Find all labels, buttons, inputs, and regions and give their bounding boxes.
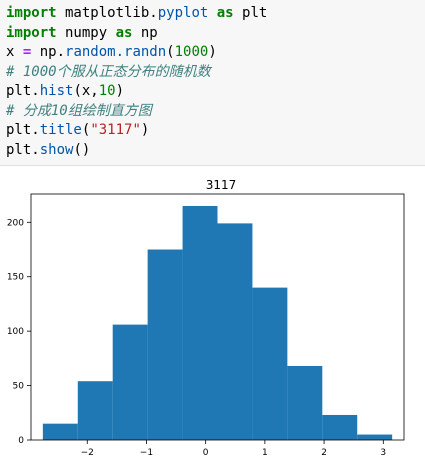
y-axis-ticks: 0 50 100 150 200	[7, 218, 31, 446]
alias-name: np	[132, 24, 158, 41]
code-line-6: # 分成10组绘制直方图	[6, 102, 425, 122]
paren: )	[208, 44, 217, 60]
y-tick-label: 0	[18, 436, 24, 446]
operator: =	[22, 44, 32, 60]
histogram-bar	[182, 205, 218, 440]
histogram-bar	[322, 414, 358, 440]
paren: )	[115, 83, 125, 99]
code-line-7: plt.title("3117")	[6, 121, 425, 141]
keyword: import	[6, 5, 57, 21]
comment: # 分成10组绘制直方图	[6, 102, 152, 119]
y-tick-label: 100	[7, 327, 24, 337]
histogram-bar	[77, 381, 113, 440]
code-line-8: plt.show()	[6, 141, 425, 161]
x-tick-label: 2	[321, 448, 327, 458]
alias-name: plt	[233, 5, 268, 21]
axes-frame	[30, 193, 405, 441]
paren: (	[166, 44, 175, 60]
histogram-bar	[357, 434, 393, 440]
code-line-3: x = np.random.randn(1000)	[6, 43, 425, 63]
histogram-bar	[217, 223, 253, 440]
keyword: import	[6, 24, 57, 41]
string-literal: "3117"	[90, 122, 141, 138]
function-name: title	[39, 122, 82, 138]
keyword: as	[107, 24, 133, 41]
comment: # 1000个服从正态分布的随机数	[6, 63, 211, 80]
x-tick-label: 3	[380, 448, 386, 458]
arguments: (x,	[73, 83, 99, 99]
histogram-plot: 3117 −2 −1 0 1 2 3 0 50 100 150 200	[7, 178, 405, 458]
function-name: hist	[39, 83, 74, 99]
x-axis-ticks: −2 −1 0 1 2 3	[81, 440, 386, 458]
code-line-2: import numpy as np	[6, 24, 425, 44]
bars-group	[42, 205, 393, 440]
y-tick-label: 150	[7, 273, 24, 283]
object-name: plt.	[6, 83, 40, 99]
histogram-bar	[42, 423, 78, 440]
y-tick-label: 50	[13, 382, 25, 392]
function-name: show	[39, 141, 74, 158]
object-name: plt.	[6, 122, 40, 138]
chart-title: 3117	[206, 178, 237, 192]
histogram-bar	[252, 287, 288, 440]
variable-name: x	[6, 44, 23, 60]
x-tick-label: −2	[81, 448, 94, 458]
paren: )	[140, 122, 150, 138]
module-attr: pyplot	[157, 5, 209, 21]
paren: (	[81, 122, 91, 138]
module-name: matplotlib.	[56, 5, 158, 21]
histogram-bar	[287, 365, 323, 440]
code-line-5: plt.hist(x,10)	[6, 82, 425, 102]
module-name: numpy	[56, 24, 108, 41]
histogram-bar	[147, 249, 183, 440]
code-line-1: import matplotlib.pyplot as plt	[6, 4, 425, 24]
code-line-4: # 1000个服从正态分布的随机数	[6, 63, 425, 83]
paren: ()	[73, 141, 91, 158]
x-tick-label: −1	[140, 448, 153, 458]
function-name: random.randn	[65, 44, 167, 60]
x-tick-label: 1	[262, 448, 268, 458]
number-literal: 1000	[174, 44, 209, 60]
y-tick-label: 200	[7, 218, 24, 228]
object-name: np.	[31, 44, 66, 60]
object-name: plt.	[6, 141, 40, 158]
number-literal: 10	[98, 83, 116, 99]
histogram-bar	[112, 324, 148, 440]
keyword: as	[208, 5, 234, 21]
code-cell[interactable]: import matplotlib.pyplot as plt import n…	[0, 0, 425, 166]
x-tick-label: 0	[203, 448, 209, 458]
